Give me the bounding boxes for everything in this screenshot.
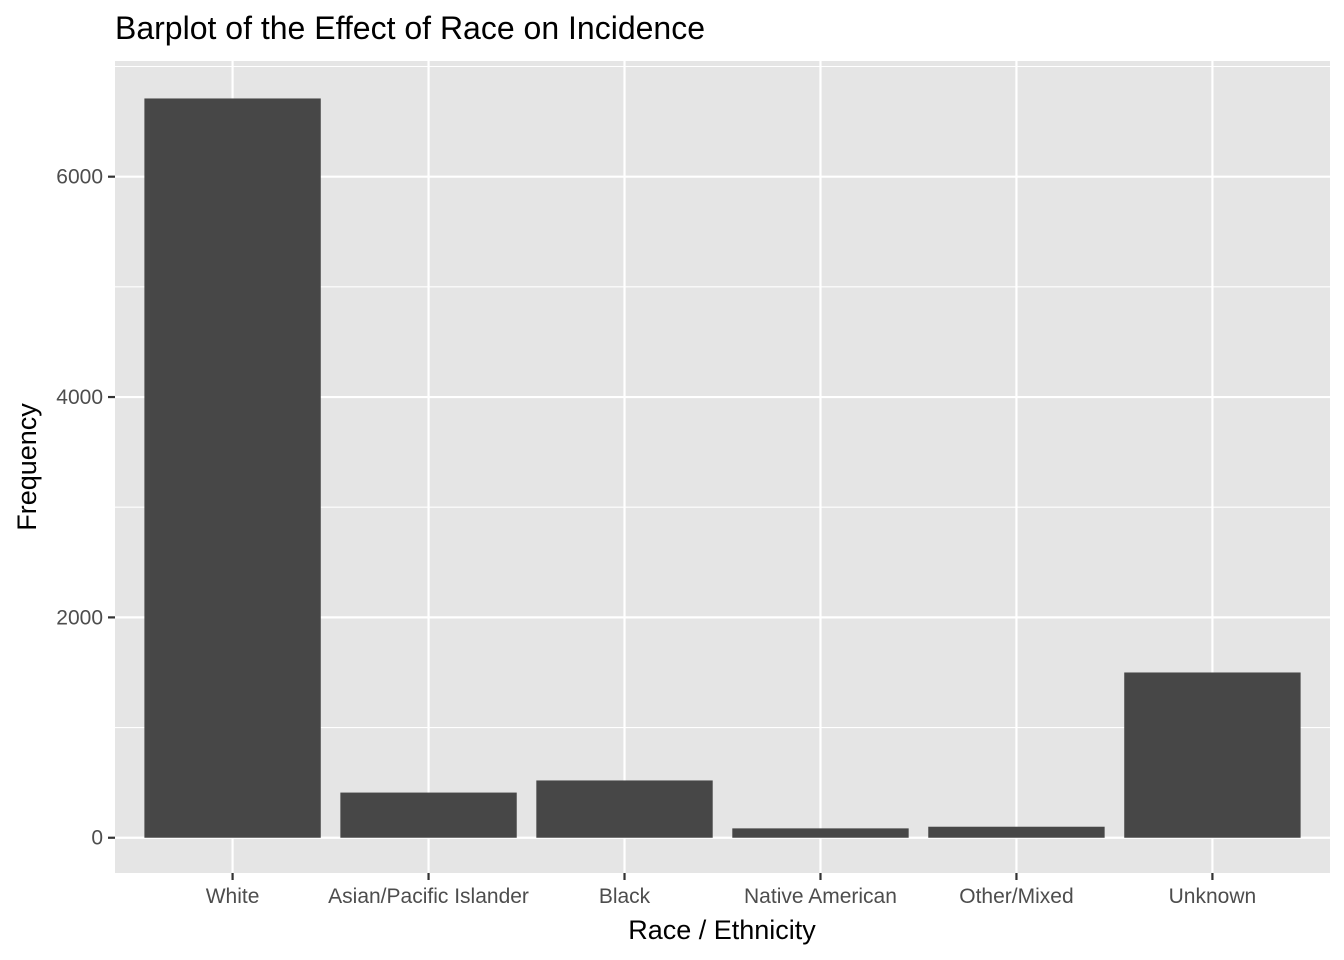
bar <box>1124 672 1301 838</box>
x-tick-label: Other/Mixed <box>959 885 1073 908</box>
y-axis-title: Frequency <box>12 403 42 531</box>
bar <box>732 828 909 838</box>
y-tick-label: 4000 <box>56 386 103 409</box>
x-axis: White Asian/Pacific Islander Black Native A… <box>206 873 1256 908</box>
x-tick-label: Native American <box>744 885 897 908</box>
x-tick-label: Unknown <box>1169 885 1257 908</box>
bar <box>928 826 1105 838</box>
x-axis-title: Race / Ethnicity <box>628 915 816 945</box>
chart-title: Barplot of the Effect of Race on Inciden… <box>115 10 705 46</box>
x-tick-label: White <box>206 885 260 908</box>
x-tick-label: Asian/Pacific Islander <box>328 885 529 908</box>
y-tick-label: 6000 <box>56 166 103 189</box>
y-tick-label: 2000 <box>56 606 103 629</box>
bars <box>144 98 1301 838</box>
y-tick-label: 0 <box>91 827 103 850</box>
bar <box>536 780 713 838</box>
bar <box>144 98 321 838</box>
x-tick-label: Black <box>599 885 651 908</box>
bar <box>340 792 517 838</box>
y-axis: 0 2000 4000 6000 <box>56 166 115 850</box>
